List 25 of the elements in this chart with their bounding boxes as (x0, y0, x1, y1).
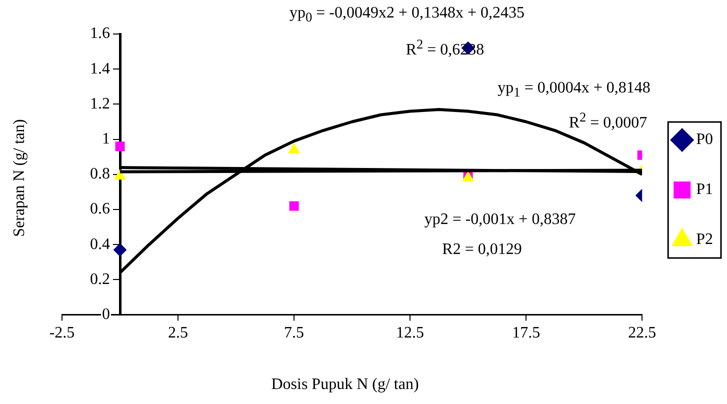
y-tick-label: 1.4 (90, 60, 110, 78)
y-tick-label: 0 (102, 306, 110, 324)
x-tick-label: 7.5 (284, 324, 304, 342)
annotation: R$^{2}$ = 0,0007 (568, 109, 648, 133)
x-tick-label: 17.5 (512, 324, 540, 342)
legend-label: P1 (696, 181, 714, 198)
legend-label: P0 (696, 131, 714, 148)
y-tick-label: 0.8 (90, 166, 110, 183)
x-tick-label: 22.5 (628, 324, 656, 342)
x-tick-label: 12.5 (396, 324, 424, 342)
y-axis-title: Serapan N (g/ tan) (11, 119, 29, 237)
text: yp$_{0}$ = -0,0049x2 + 0,1348x + 0,2435 (289, 4, 525, 26)
x-tick-label: 2.5 (168, 324, 188, 342)
y-tick-label: 1.6 (90, 25, 110, 42)
x-tick-label: -2.5 (49, 324, 75, 342)
y-tick-label: 1 (102, 130, 110, 148)
y-tick-label: 0.2 (90, 270, 110, 288)
annotation: yp2 = -0,001x + 0,8387 (424, 211, 576, 229)
x-axis-title: Dosis Pupuk N (g/ tan) (271, 376, 419, 394)
legend-label: P2 (696, 231, 714, 248)
y-tick-label: 1.2 (90, 95, 110, 112)
annotation: R2 = 0,0129 (442, 241, 522, 259)
annotation: yp$_{1}$ = 0,0004x + 0,8148 (498, 79, 650, 101)
y-tick-label: 0.4 (90, 236, 110, 253)
y-tick-label: 0.6 (90, 200, 110, 218)
